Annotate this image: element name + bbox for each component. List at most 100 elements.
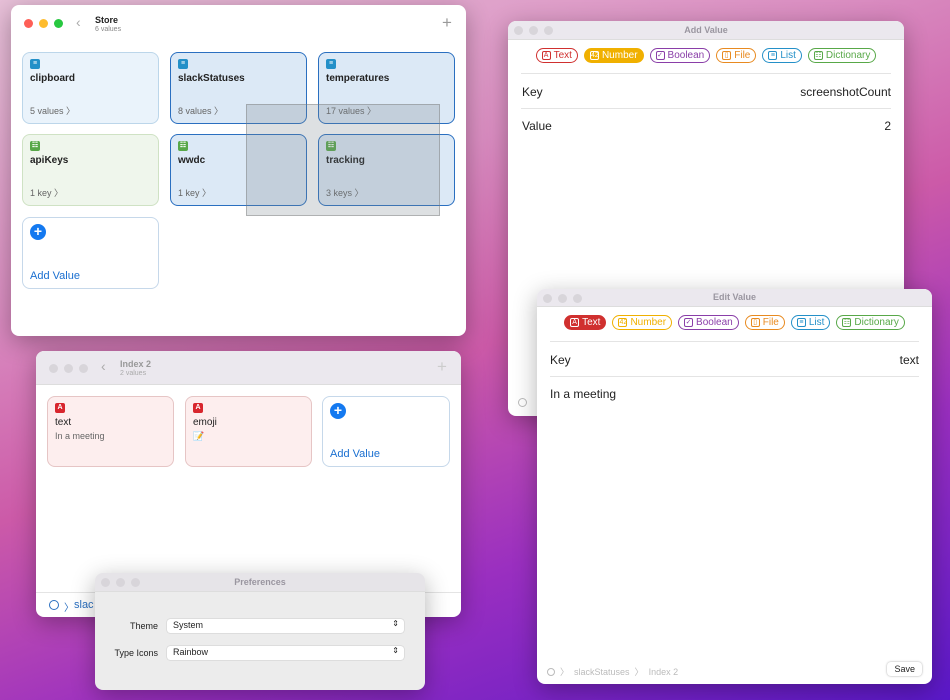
type-pill-text[interactable]: A Text (535, 48, 578, 63)
pill-label: Dictionary (854, 317, 899, 328)
breadcrumb-item[interactable]: Index 2 (648, 666, 679, 677)
type-pill-dictionary[interactable]: ☷ Dictionary (807, 48, 877, 63)
type-pill-boolean[interactable]: ✓ Boolean (678, 315, 739, 330)
pill-label: File (734, 50, 751, 61)
pill-label: Dictionary (825, 50, 871, 61)
pill-label: File (762, 317, 779, 328)
type-pill-file[interactable]: ▯ File (716, 48, 757, 63)
chevron-updown-icon: ⇕ (392, 619, 399, 628)
card-key: apiKeys (30, 155, 69, 166)
plus-circle-icon: + (330, 403, 346, 419)
breadcrumb-item[interactable]: slackStatuses (574, 666, 630, 677)
breadcrumb-separator: 〉 (64, 603, 74, 614)
value-field[interactable]: 2 (884, 119, 891, 133)
store-window: ‹ Store 6 values + ≡ clipboard 5 values … (11, 5, 466, 336)
boolean-type-icon: ✓ (655, 51, 665, 60)
window-controls[interactable] (514, 26, 553, 35)
list-type-icon: ≡ (796, 318, 806, 327)
save-button[interactable]: Save (887, 662, 922, 676)
preferences-window: Preferences Theme System ⇕ Type Icons Rai… (95, 573, 425, 690)
card-key: wwdc (178, 155, 206, 166)
value-label: Value (522, 119, 552, 133)
text-value-editor[interactable]: In a meeting (550, 387, 617, 401)
key-label: Key (550, 353, 571, 367)
key-field[interactable]: screenshotCount (800, 85, 891, 99)
type-pill-list[interactable]: ≡ List (790, 315, 831, 330)
pill-label: Boolean (667, 50, 705, 61)
window-title: Add Value (684, 25, 728, 35)
text-type-icon: A (193, 403, 203, 413)
window-subtitle: 2 values (120, 370, 147, 377)
list-type-icon: ≡ (30, 59, 40, 69)
add-icon[interactable]: + (442, 13, 452, 32)
window-controls[interactable] (101, 578, 140, 587)
divider (550, 376, 919, 377)
text-type-icon: A (570, 318, 580, 327)
window-controls[interactable] (49, 364, 88, 373)
breadcrumb-item[interactable]: slac (74, 599, 94, 611)
theme-select[interactable]: System ⇕ (167, 619, 404, 633)
key-field[interactable]: text (899, 353, 919, 367)
theme-value: System (173, 620, 204, 630)
type-pill-number[interactable]: 42 Number (583, 48, 644, 63)
value-card-emoji[interactable]: A emoji 📝 (185, 396, 312, 467)
type-pill-text[interactable]: A Text (564, 315, 607, 330)
window-controls[interactable] (543, 294, 582, 303)
list-type-icon: ≡ (178, 59, 188, 69)
type-icons-label: Type Icons (114, 648, 158, 658)
add-value-card[interactable]: + Add Value (322, 396, 450, 467)
type-pill-number[interactable]: 42 Number (612, 315, 673, 330)
file-type-icon: ▯ (750, 318, 760, 327)
value-card-text[interactable]: A text In a meeting (47, 396, 174, 467)
window-title: Index 2 (120, 359, 152, 369)
edit-value-window: Edit Value A Text 42 Number ✓ Boolean ▯ File ≡ Li… (537, 289, 932, 684)
store-card-wwdc[interactable]: ☷ wwdc 1 key 〉 (170, 134, 307, 206)
type-pill-list[interactable]: ≡ List (762, 48, 802, 63)
dictionary-type-icon: ☷ (813, 51, 823, 60)
chevron-updown-icon: ⇕ (392, 646, 399, 655)
store-card-temperatures[interactable]: ≡ temperatures 17 values 〉 (318, 52, 455, 124)
pill-label: Boolean (696, 317, 733, 328)
card-value: In a meeting (55, 431, 105, 441)
add-value-card[interactable]: + Add Value (22, 217, 159, 289)
title-bar: Add Value (508, 21, 904, 40)
back-icon[interactable]: ‹ (101, 358, 106, 374)
type-pill-boolean[interactable]: ✓ Boolean (649, 48, 711, 63)
root-icon[interactable] (49, 600, 59, 610)
title-bar: Preferences (95, 573, 425, 592)
card-count: 1 key 〉 (30, 188, 64, 198)
list-type-icon: ≡ (768, 51, 778, 60)
store-card-clipboard[interactable]: ≡ clipboard 5 values 〉 (22, 52, 159, 124)
window-controls[interactable] (24, 19, 63, 28)
pill-label: Number (630, 317, 667, 328)
type-pill-dictionary[interactable]: ☷ Dictionary (836, 315, 905, 330)
file-type-icon: ▯ (722, 51, 732, 60)
number-type-icon: 42 (618, 318, 628, 327)
card-count: 5 values 〉 (30, 106, 76, 116)
add-icon[interactable]: + (437, 357, 447, 376)
card-key: text (55, 417, 72, 428)
card-key: tracking (326, 155, 365, 166)
card-key: slackStatuses (178, 73, 245, 84)
store-card-apiKeys[interactable]: ☷ apiKeys 1 key 〉 (22, 134, 159, 206)
root-icon[interactable] (547, 667, 555, 676)
add-value-label: Add Value (30, 270, 80, 282)
store-card-tracking[interactable]: ☷ tracking 3 keys 〉 (318, 134, 455, 206)
dictionary-type-icon: ☷ (30, 141, 40, 151)
breadcrumb-separator: 〉 (634, 667, 644, 677)
plus-circle-icon: + (30, 224, 46, 240)
divider (521, 73, 891, 74)
title-bar: Edit Value (537, 289, 932, 307)
type-pill-file[interactable]: ▯ File (744, 315, 785, 330)
store-card-slackStatuses[interactable]: ≡ slackStatuses 8 values 〉 (170, 52, 307, 124)
card-key: clipboard (30, 73, 76, 84)
selection-rectangle (246, 104, 440, 216)
type-picker: A Text 42 Number ✓ Boolean ▯ File ≡ List ☷ Dictiona… (537, 315, 932, 330)
breadcrumb: 〉 slackStatuses 〉 Index 2 (547, 665, 678, 678)
card-key: temperatures (326, 73, 390, 84)
type-picker: A Text 42 Number ✓ Boolean ▯ File ≡ List ☷ Dictiona… (508, 48, 904, 63)
type-icons-select[interactable]: Rainbow ⇕ (167, 646, 404, 660)
window-subtitle: 6 values (95, 26, 122, 33)
root-icon[interactable] (518, 398, 527, 407)
back-icon[interactable]: ‹ (76, 14, 81, 30)
